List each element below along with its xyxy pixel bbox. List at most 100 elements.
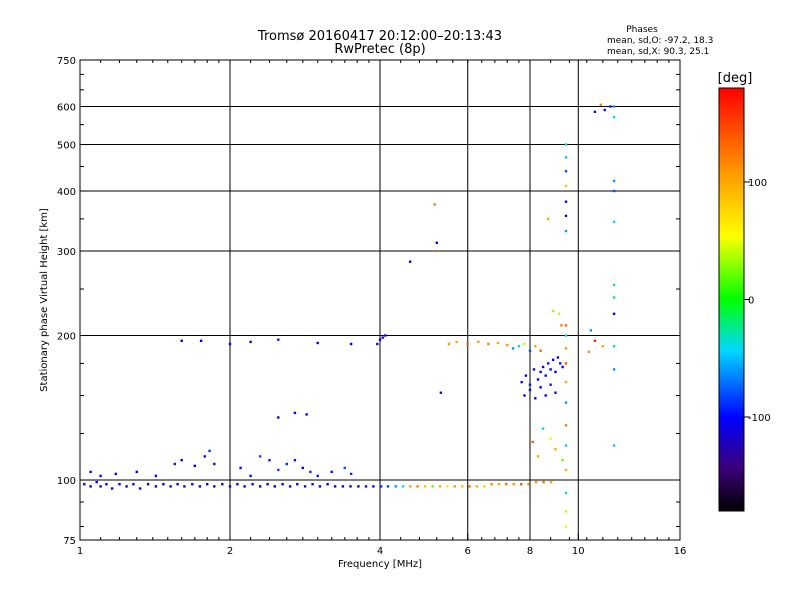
- echo-point: [277, 338, 280, 341]
- echo-point: [381, 336, 384, 339]
- echo-point: [343, 466, 346, 470]
- echo-point: [612, 312, 616, 315]
- echo-point: [349, 342, 353, 346]
- colorbar-tick-label: 100: [748, 178, 767, 189]
- echo-point: [305, 413, 308, 416]
- echo-point: [183, 485, 186, 488]
- x-tick-label: 2: [227, 546, 233, 557]
- echo-point: [554, 370, 557, 374]
- echo-point: [564, 200, 568, 203]
- colorbar-ticks: 100 0 -100: [744, 178, 771, 424]
- y-tick-label: 200: [57, 332, 76, 343]
- echo-point: [401, 485, 405, 488]
- echo-point: [549, 383, 552, 386]
- echo-point: [539, 370, 542, 374]
- echo-point: [243, 485, 246, 488]
- echo-point: [523, 342, 526, 346]
- echo-point: [330, 470, 333, 474]
- echo-point: [549, 368, 552, 371]
- echo-point: [539, 349, 542, 352]
- echo-point: [357, 485, 360, 488]
- echo-point: [249, 474, 252, 478]
- echo-point: [603, 108, 606, 112]
- echo-point: [114, 472, 117, 476]
- echo-point: [453, 485, 456, 488]
- echo-point: [99, 474, 102, 478]
- echo-point: [206, 483, 209, 486]
- echo-point: [564, 491, 568, 495]
- x-tick-label: 16: [674, 546, 687, 557]
- echo-point: [277, 468, 280, 472]
- echo-point: [135, 470, 138, 474]
- echo-point: [496, 341, 500, 345]
- echo-point: [394, 485, 397, 488]
- echo-point: [517, 345, 521, 348]
- echo-point: [83, 483, 86, 486]
- echo-point: [318, 485, 322, 488]
- echo-point: [228, 485, 232, 488]
- colorbar-tick-label: 0: [748, 296, 754, 307]
- echo-point: [609, 105, 612, 108]
- echo-point: [249, 340, 252, 344]
- echo-point: [180, 459, 183, 462]
- echo-point: [154, 474, 158, 478]
- echo-point: [557, 312, 561, 315]
- phases-o-line: mean, sd,O: -97.2, 18.3: [607, 36, 713, 46]
- echo-point: [564, 510, 568, 513]
- echo-point: [556, 356, 560, 359]
- echo-point: [301, 466, 304, 470]
- echo-point: [384, 334, 387, 337]
- echo-point: [534, 345, 537, 348]
- echo-point: [266, 483, 269, 486]
- echo-point: [303, 485, 307, 488]
- echo-point: [378, 338, 382, 341]
- echo-point: [221, 483, 224, 486]
- echo-point: [259, 455, 262, 458]
- echo-point: [435, 241, 438, 244]
- echo-point: [316, 341, 319, 345]
- echo-point: [433, 203, 436, 206]
- echo-point: [99, 485, 102, 488]
- phases-title: Phases: [626, 25, 658, 35]
- echo-point: [559, 362, 562, 365]
- echo-point: [285, 462, 288, 466]
- colorbar-label: [deg]: [718, 71, 753, 86]
- echo-point: [534, 397, 537, 400]
- echo-point: [549, 480, 553, 484]
- echo-point: [587, 350, 590, 353]
- echo-point: [520, 483, 523, 486]
- echo-point: [612, 189, 616, 193]
- echo-point: [564, 401, 568, 404]
- echo-point: [561, 459, 564, 462]
- echo-point: [527, 483, 530, 486]
- x-tick-label: 4: [377, 546, 383, 557]
- echo-point: [268, 459, 271, 462]
- echo-point: [564, 525, 568, 528]
- echo-point: [431, 485, 434, 488]
- echo-point: [532, 368, 536, 371]
- echo-point: [468, 485, 471, 488]
- echo-point: [612, 283, 616, 287]
- echo-point: [438, 485, 442, 488]
- echo-point: [236, 483, 239, 486]
- echo-point: [439, 391, 443, 394]
- echo-point: [386, 485, 390, 488]
- echo-point: [213, 485, 216, 488]
- echo-point: [466, 342, 469, 346]
- echo-point: [447, 342, 451, 346]
- echo-point: [541, 427, 545, 430]
- echo-point: [564, 444, 568, 447]
- echo-point: [251, 483, 254, 486]
- echo-point: [213, 462, 216, 466]
- echo-point: [203, 455, 206, 458]
- echo-point: [311, 483, 314, 486]
- echo-point: [154, 485, 158, 488]
- echo-point: [379, 485, 383, 488]
- y-tick-label: 100: [57, 476, 76, 487]
- echo-point: [536, 378, 540, 381]
- echo-point: [376, 342, 379, 346]
- echo-point: [416, 485, 419, 488]
- echo-point: [89, 485, 92, 488]
- echo-point: [551, 358, 555, 361]
